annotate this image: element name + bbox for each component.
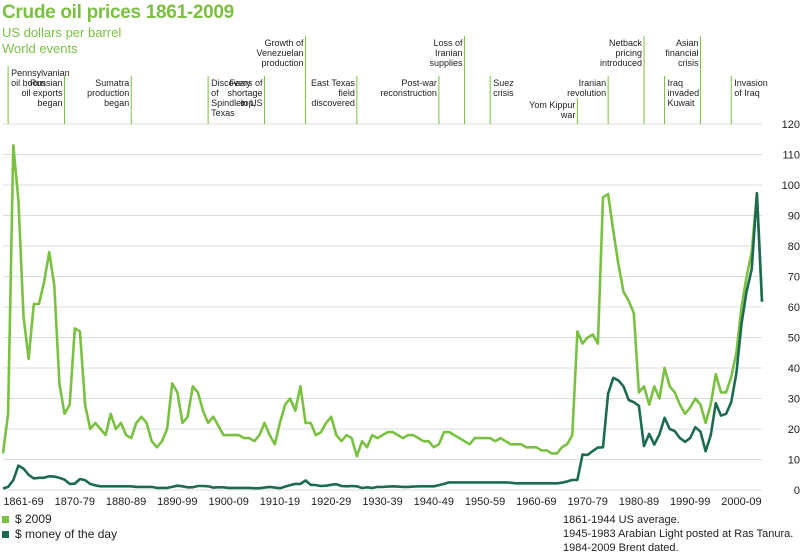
x-tick-label: 2000-09 xyxy=(721,496,761,508)
event-label: Fears of shortage in US xyxy=(228,78,264,108)
x-tick-label: 1930-39 xyxy=(362,496,402,508)
y-tick-label: 100 xyxy=(782,180,800,192)
y-tick-label: 80 xyxy=(788,241,800,253)
legend-swatch-real xyxy=(2,515,9,523)
series-line-nominal xyxy=(2,191,764,490)
x-tick-label: 1880-89 xyxy=(106,496,146,508)
event-label: Asian financial crisis xyxy=(665,38,699,68)
y-tick-label: 50 xyxy=(788,333,800,345)
y-tick-label: 30 xyxy=(788,394,800,406)
note-line: 1945-1983 Arabian Light posted at Ras Ta… xyxy=(563,528,794,540)
note-line: 1861-1944 US average. xyxy=(563,514,680,526)
event-label: Iraq invaded Kuwait xyxy=(668,78,700,108)
y-tick-label: 40 xyxy=(788,363,800,375)
x-tick-label: 1861-69 xyxy=(3,496,43,508)
legend-item-nominal: $ money of the day xyxy=(2,527,117,541)
chart-subtitle: US dollars per barrel xyxy=(2,25,122,40)
grid-lines xyxy=(3,123,762,491)
event-label: Iranian revolution xyxy=(567,78,606,98)
y-tick-label: 110 xyxy=(782,150,800,162)
y-tick-label: 120 xyxy=(782,119,800,131)
note-line: 1984-2009 Brent dated. xyxy=(563,542,679,554)
event-label: Growth of Venezuelan production xyxy=(257,38,305,68)
event-label: Sumatra production began xyxy=(87,78,129,108)
y-tick-label: 60 xyxy=(788,302,800,314)
y-tick-label: 0 xyxy=(794,485,800,497)
axis-labels: 0 10 20 30 40 50 60 70 80 90 100 110 120 1861-69 1870-… xyxy=(3,119,800,508)
y-tick-label: 10 xyxy=(788,455,800,467)
series-line-real xyxy=(1,144,764,458)
legend-label-nominal: $ money of the day xyxy=(15,527,118,541)
events-heading: World events xyxy=(2,41,78,56)
x-tick-label: 1920-29 xyxy=(311,496,351,508)
event-label: East Texas field discovered xyxy=(311,78,355,108)
x-tick-label: 1900-09 xyxy=(208,496,248,508)
x-tick-label: 1990-99 xyxy=(670,496,710,508)
legend-swatch-nominal xyxy=(2,530,9,538)
source-notes: 1861-1944 US average. 1945-1983 Arabian … xyxy=(563,513,793,555)
event-label: Netback pricing introduced xyxy=(600,38,643,68)
y-tick-label: 90 xyxy=(788,211,800,223)
x-tick-label: 1940-49 xyxy=(414,496,454,508)
legend-label-real: $ 2009 xyxy=(15,512,52,526)
event-label: Russian oil exports began xyxy=(22,78,64,108)
event-label: Pennsylvanian oil boom xyxy=(11,68,70,88)
x-tick-label: 1890-99 xyxy=(157,496,197,508)
event-label: Invasion of Iraq xyxy=(734,78,768,98)
event-label: Yom Kippur war xyxy=(529,100,575,120)
event-label: Discovery of Spindletop, Texas xyxy=(211,78,256,118)
event-label: Loss of Iranian supplies xyxy=(430,38,464,68)
x-tick-label: 1980-89 xyxy=(619,496,659,508)
x-tick-label: 1950-59 xyxy=(465,496,505,508)
legend-item-real: $ 2009 xyxy=(2,512,52,526)
event-label: Post-war reconstruction xyxy=(380,78,437,98)
x-tick-label: 1970-79 xyxy=(567,496,607,508)
x-tick-label: 1960-69 xyxy=(516,496,556,508)
event-label: Suez crisis xyxy=(493,78,514,98)
y-tick-label: 20 xyxy=(788,424,800,436)
x-tick-label: 1910-19 xyxy=(260,496,300,508)
chart-title: Crude oil prices 1861-2009 xyxy=(2,2,234,23)
y-tick-label: 70 xyxy=(788,272,800,284)
series-lines xyxy=(1,144,764,490)
x-tick-label: 1870-79 xyxy=(55,496,95,508)
